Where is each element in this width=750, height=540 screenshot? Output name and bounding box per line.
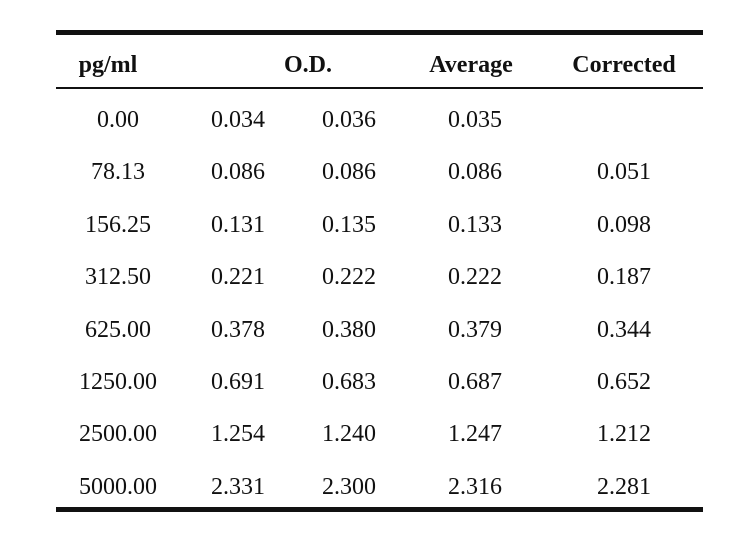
cell-od-2: 0.086 <box>322 159 376 186</box>
table-row: 2500.00 1.254 1.240 1.247 1.212 <box>56 403 703 455</box>
cell-pg-ml: 1250.00 <box>79 368 157 395</box>
table-body: 0.00 0.034 0.036 0.035 78.13 0.086 0.086… <box>56 89 703 508</box>
header-average: Average <box>429 52 513 78</box>
cell-average: 0.687 <box>448 368 502 395</box>
cell-pg-ml: 2500.00 <box>79 421 157 448</box>
cell-average: 0.222 <box>448 264 502 291</box>
cell-corrected: 0.652 <box>597 368 651 395</box>
cell-average: 0.379 <box>448 316 502 343</box>
cell-corrected: 0.051 <box>597 159 651 186</box>
table-row: 625.00 0.378 0.380 0.379 0.344 <box>56 299 703 351</box>
cell-pg-ml: 625.00 <box>85 316 151 343</box>
table-header-rule <box>56 87 703 89</box>
cell-corrected: 2.281 <box>597 473 651 500</box>
cell-od-2: 1.240 <box>322 421 376 448</box>
cell-corrected: 0.187 <box>597 264 651 291</box>
table-row: 156.25 0.131 0.135 0.133 0.098 <box>56 194 703 246</box>
cell-average: 0.133 <box>448 211 502 238</box>
cell-od-2: 0.683 <box>322 368 376 395</box>
cell-pg-ml: 156.25 <box>85 211 151 238</box>
cell-corrected: 1.212 <box>597 421 651 448</box>
cell-od-2: 2.300 <box>322 473 376 500</box>
cell-od-1: 0.034 <box>211 107 265 133</box>
cell-od-1: 0.221 <box>211 264 265 291</box>
cell-od-1: 0.131 <box>211 211 265 238</box>
cell-od-1: 0.691 <box>211 368 265 395</box>
cell-od-2: 0.222 <box>322 264 376 291</box>
table-row: 5000.00 2.331 2.300 2.316 2.281 <box>56 456 703 508</box>
table-row: 312.50 0.221 0.222 0.222 0.187 <box>56 246 703 298</box>
table-header-row: pg/ml O.D. Average Corrected <box>56 52 703 82</box>
table-row: 1250.00 0.691 0.683 0.687 0.652 <box>56 351 703 403</box>
data-table: pg/ml O.D. Average Corrected 0.00 0.034 … <box>56 30 703 513</box>
table-bottom-rule <box>56 507 703 512</box>
cell-corrected: 0.344 <box>597 316 651 343</box>
header-pg-ml: pg/ml <box>78 52 138 78</box>
cell-corrected: 0.098 <box>597 211 651 238</box>
header-corrected: Corrected <box>572 52 676 78</box>
cell-od-2: 0.036 <box>322 107 376 133</box>
cell-od-1: 1.254 <box>211 421 265 448</box>
cell-average: 1.247 <box>448 421 502 448</box>
table-row: 78.13 0.086 0.086 0.086 0.051 <box>56 141 703 193</box>
table-top-rule <box>56 30 703 35</box>
cell-average: 2.316 <box>448 473 502 500</box>
header-od: O.D. <box>284 52 332 78</box>
cell-od-1: 0.086 <box>211 159 265 186</box>
cell-od-2: 0.135 <box>322 211 376 238</box>
cell-pg-ml: 0.00 <box>97 107 139 133</box>
table-row: 0.00 0.034 0.036 0.035 <box>56 89 703 141</box>
cell-pg-ml: 312.50 <box>85 264 151 291</box>
cell-od-1: 2.331 <box>211 473 265 500</box>
cell-od-2: 0.380 <box>322 316 376 343</box>
cell-average: 0.086 <box>448 159 502 186</box>
cell-pg-ml: 78.13 <box>91 159 145 186</box>
cell-pg-ml: 5000.00 <box>79 473 157 500</box>
cell-od-1: 0.378 <box>211 316 265 343</box>
cell-average: 0.035 <box>448 107 502 133</box>
